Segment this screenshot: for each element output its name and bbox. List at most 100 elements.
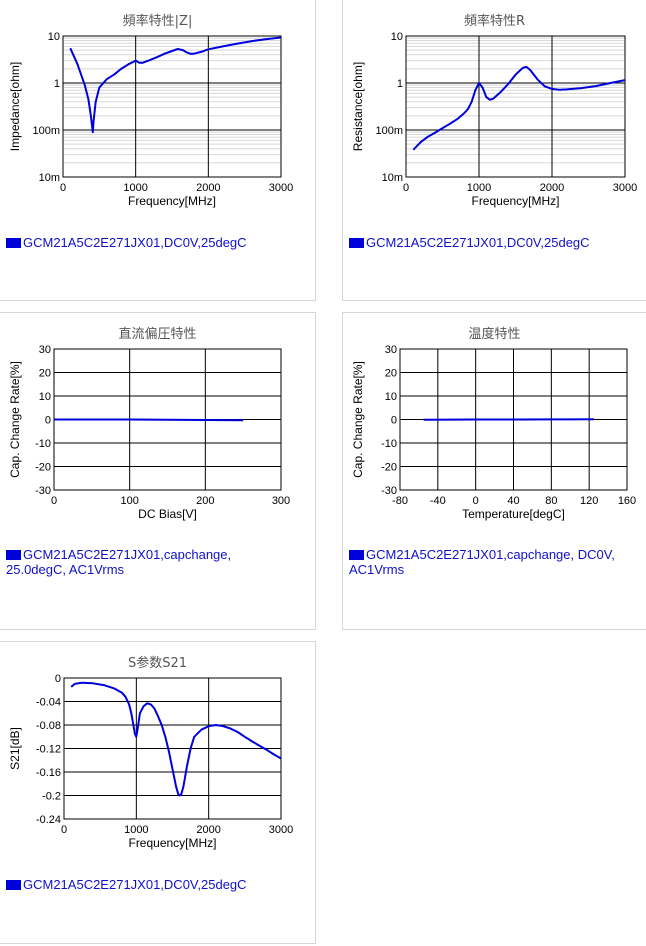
x-axis-label: DC Bias[V] — [138, 507, 197, 521]
legend-label: GCM21A5C2E271JX01,capchange, 25.0degC, A… — [6, 547, 232, 577]
y-tick-label: -10 — [35, 438, 51, 450]
temperature-chart: 30 20 10 0 -10 -20 -30-80 -40 0 40 80 120 160 Tempera… — [351, 344, 636, 521]
x-tick-label: 1000 — [124, 824, 148, 836]
y-tick-label: 10m — [382, 172, 403, 184]
plot-frame — [63, 677, 282, 820]
y-tick-label: -20 — [35, 462, 51, 474]
x-tick-label: 3000 — [269, 182, 293, 194]
y-tick-label: 100m — [32, 125, 60, 137]
legend-label: GCM21A5C2E271JX01,DC0V,25degC — [23, 877, 247, 892]
y-tick-label: 20 — [385, 368, 397, 380]
y-tick-label: 0 — [45, 415, 51, 427]
x-tick-label: 0 — [60, 182, 66, 194]
y-tick-label: 10 — [385, 391, 397, 403]
y-tick-label: -0.16 — [36, 767, 61, 779]
y-tick-label: -30 — [381, 485, 397, 497]
chart-title: 温度特性 — [468, 327, 521, 342]
x-tick-label: 300 — [272, 495, 290, 507]
x-tick-label: 2000 — [196, 182, 220, 194]
y-tick-label: 20 — [39, 368, 51, 380]
y-tick-label: -20 — [381, 462, 397, 474]
x-tick-label: 1000 — [467, 182, 491, 194]
x-axis-label: Frequency[MHz] — [128, 194, 216, 208]
y-tick-label: 10 — [391, 31, 403, 43]
y-axis-label: Impedance[ohm] — [8, 62, 22, 151]
x-tick-label: 200 — [196, 495, 214, 507]
y-axis-label: Cap. Change Rate[%] — [8, 361, 22, 478]
x-tick-label: 0 — [473, 495, 479, 507]
x-axis-label: Temperature[degC] — [462, 507, 565, 521]
series-line — [54, 418, 244, 422]
x-tick-label: 3000 — [613, 182, 637, 194]
x-tick-label: 80 — [545, 495, 557, 507]
legend-label: GCM21A5C2E271JX01,DC0V,25degC — [366, 235, 590, 250]
x-tick-label: 160 — [618, 495, 636, 507]
x-axis-label: Frequency[MHz] — [471, 194, 559, 208]
chart-panel-impedance: 頻率特性|Z| 10 1 100m 10m 0 1000 2000 3000 Frequency… — [0, 0, 316, 301]
legend-label: GCM21A5C2E271JX01,capchange, DC0V, AC1Vr… — [349, 547, 615, 577]
series-line — [69, 36, 282, 134]
s21-chart: 0-0.04-0.08-0.12-0.16-0.2-0.240 1000 2000 3… — [8, 673, 293, 850]
y-tick-label: -0.08 — [36, 720, 61, 732]
x-tick-label: 2000 — [196, 824, 220, 836]
x-tick-label: 2000 — [540, 182, 564, 194]
y-tick-label: -0.2 — [42, 791, 61, 803]
y-tick-label: 30 — [385, 344, 397, 356]
plot-frame — [62, 35, 282, 178]
series-line — [70, 681, 282, 797]
y-tick-label: 0 — [55, 673, 61, 685]
y-tick-label: 30 — [39, 344, 51, 356]
x-tick-label: 3000 — [269, 824, 293, 836]
y-axis-label: S21[dB] — [8, 727, 22, 770]
y-tick-label: -30 — [35, 485, 51, 497]
chart-panel-temperature: 温度特性 30 20 10 0 -10 -20 -30 -80 -40 0 40 80 120 160 Te… — [342, 312, 646, 630]
chart-panel-resistance: 頻率特性R 10 1 100m 10m 0 1000 2000 3000 Frequency[M… — [342, 0, 646, 301]
chart-panel-s21: S参数S21 0 -0.04 -0.08 -0.12 -0.16 -0.2 -0.24 0 10… — [0, 641, 316, 944]
y-axis-label: Cap. Change Rate[%] — [351, 361, 365, 478]
legend-swatch — [6, 880, 21, 890]
chart-title: 頻率特性|Z| — [122, 14, 193, 29]
chart-legend: GCM21A5C2E271JX01,capchange, 25.0degC, A… — [6, 547, 256, 577]
x-tick-label: 1000 — [123, 182, 147, 194]
legend-swatch — [349, 238, 364, 248]
chart-legend: GCM21A5C2E271JX01,DC0V,25degC — [6, 877, 247, 892]
legend-swatch — [349, 550, 364, 560]
y-tick-label: -0.12 — [36, 744, 61, 756]
y-tick-label: 100m — [375, 125, 403, 137]
y-tick-label: 10 — [39, 391, 51, 403]
y-tick-label: 0 — [391, 415, 397, 427]
x-tick-label: -40 — [430, 495, 446, 507]
series-line — [412, 65, 626, 151]
x-tick-label: -80 — [392, 495, 408, 507]
y-axis-label: Resistance[ohm] — [351, 62, 365, 151]
legend-swatch — [6, 238, 21, 248]
y-tick-label: 1 — [54, 78, 60, 90]
y-tick-label: 10 — [48, 31, 60, 43]
y-tick-label: -0.04 — [36, 697, 61, 709]
y-tick-label: 10m — [39, 172, 60, 184]
chart-title: 直流偏圧特性 — [118, 327, 197, 342]
y-tick-label: -10 — [381, 438, 397, 450]
x-tick-label: 0 — [51, 495, 57, 507]
plot-frame — [405, 35, 626, 178]
x-axis-label: Frequency[MHz] — [128, 836, 216, 850]
y-tick-label: 1 — [397, 78, 403, 90]
x-tick-label: 0 — [61, 824, 67, 836]
chart-legend: GCM21A5C2E271JX01,DC0V,25degC — [6, 235, 247, 250]
legend-label: GCM21A5C2E271JX01,DC0V,25degC — [23, 235, 247, 250]
chart-title: S参数S21 — [127, 656, 188, 671]
chart-legend: GCM21A5C2E271JX01,DC0V,25degC — [349, 235, 590, 250]
chart-title: 頻率特性R — [463, 14, 526, 29]
y-tick-label: -0.24 — [36, 814, 61, 826]
plot-frame — [399, 348, 628, 491]
chart-panel-dc-bias: 直流偏圧特性 30 20 10 0 -10 -20 -30 0 100 200 300 DC Bias… — [0, 312, 316, 630]
x-tick-label: 0 — [403, 182, 409, 194]
legend-swatch — [6, 550, 21, 560]
x-tick-label: 100 — [120, 495, 138, 507]
chart-legend: GCM21A5C2E271JX01,capchange, DC0V, AC1Vr… — [349, 547, 639, 577]
x-tick-label: 120 — [580, 495, 598, 507]
x-tick-label: 40 — [507, 495, 519, 507]
